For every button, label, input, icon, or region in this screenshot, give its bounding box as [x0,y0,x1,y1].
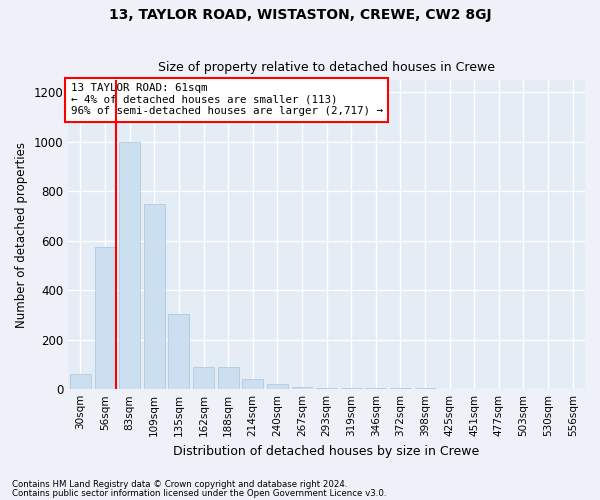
Bar [218,367,239,389]
Bar [267,384,288,389]
Text: Contains HM Land Registry data © Crown copyright and database right 2024.: Contains HM Land Registry data © Crown c… [12,480,347,489]
Bar [119,142,140,389]
Bar [242,380,263,389]
Bar [341,388,362,389]
Bar [95,247,116,389]
Bar [415,388,436,389]
Text: 13 TAYLOR ROAD: 61sqm
← 4% of detached houses are smaller (113)
96% of semi-deta: 13 TAYLOR ROAD: 61sqm ← 4% of detached h… [71,83,383,116]
Bar [365,388,386,389]
Bar [70,374,91,389]
Title: Size of property relative to detached houses in Crewe: Size of property relative to detached ho… [158,62,495,74]
Bar [390,388,411,389]
Text: Contains public sector information licensed under the Open Government Licence v3: Contains public sector information licen… [12,489,386,498]
Bar [292,386,313,389]
Bar [169,314,190,389]
Y-axis label: Number of detached properties: Number of detached properties [15,142,28,328]
Bar [316,388,337,389]
Bar [144,204,165,389]
Bar [193,367,214,389]
X-axis label: Distribution of detached houses by size in Crewe: Distribution of detached houses by size … [173,444,480,458]
Text: 13, TAYLOR ROAD, WISTASTON, CREWE, CW2 8GJ: 13, TAYLOR ROAD, WISTASTON, CREWE, CW2 8… [109,8,491,22]
